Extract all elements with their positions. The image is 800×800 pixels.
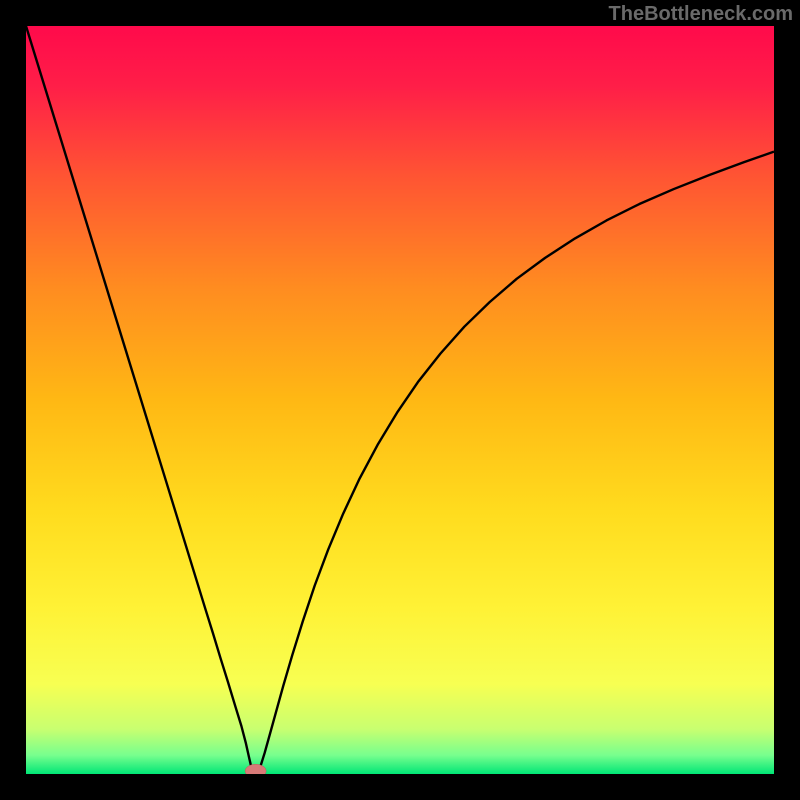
- watermark-text: TheBottleneck.com: [609, 3, 793, 26]
- plot-gradient-background: [26, 26, 774, 774]
